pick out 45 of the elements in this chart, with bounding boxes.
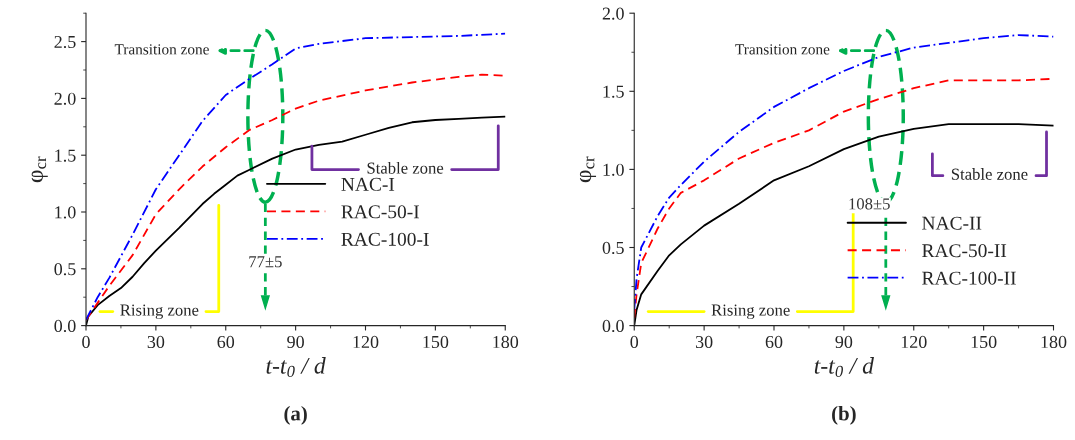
annotation: Transition zone: [735, 44, 830, 55]
x-tick-label: 30: [695, 335, 713, 349]
x-axis-title: t-t$_{0}$ / d: [266, 357, 326, 377]
text: (a): [284, 405, 307, 425]
y-tick-label: 2.0: [602, 7, 624, 20]
y-tick-label: 0.0: [602, 319, 624, 333]
y-axis-title: φ$_{cr}$: [579, 156, 597, 183]
x-tick-label: 120: [353, 335, 379, 349]
y-tick-label: 1.0: [55, 206, 76, 219]
y-tick-label: 1.0: [603, 163, 624, 176]
x-tick-label: 60: [217, 335, 235, 349]
y-tick-label: 2.5: [54, 35, 76, 49]
x-tick-label: 90: [287, 335, 304, 349]
x-tick-label: 30: [147, 335, 165, 349]
y-tick-label: 1.5: [603, 85, 624, 98]
annotation: Rising zone: [711, 304, 790, 320]
x-tick-label: 0: [82, 335, 90, 349]
y-axis-title: φ$_{cr}$: [31, 156, 48, 183]
x-tick-label: 120: [901, 335, 927, 349]
x-axis-title: t-t$_{0}$ / d: [814, 357, 874, 377]
x-tick-label: 180: [1041, 335, 1067, 349]
text: (b): [832, 405, 856, 425]
y-tick-label: 0.5: [602, 241, 624, 255]
annotation: Stable zone: [367, 161, 444, 174]
legend-label: RAC-50-I: [341, 205, 420, 219]
legend-label: NAC-I: [341, 177, 395, 191]
x-tick-label: 180: [493, 335, 519, 349]
x-tick-label: 150: [971, 335, 997, 349]
annotation: Rising zone: [120, 304, 199, 320]
annotation: Transition zone: [114, 44, 209, 55]
legend-label: RAC-100-II: [922, 271, 1016, 285]
x-tick-label: 60: [765, 335, 783, 349]
y-tick-label: 1.5: [55, 149, 76, 162]
x-tick-label: 0: [630, 335, 639, 349]
x-tick-label: 150: [423, 335, 449, 349]
y-tick-label: 0.0: [54, 319, 76, 333]
y-tick-label: 2.0: [54, 92, 76, 105]
legend-label: RAC-50-II: [922, 244, 1007, 258]
legend-label: RAC-100-I: [341, 232, 429, 246]
x-tick-label: 90: [835, 335, 853, 349]
legend-label: NAC-II: [922, 216, 982, 230]
annotation: 77±5: [249, 256, 282, 268]
annotation: Stable zone: [951, 168, 1028, 180]
annotation: 108±5: [849, 198, 890, 210]
y-tick-label: 0.5: [54, 263, 76, 276]
